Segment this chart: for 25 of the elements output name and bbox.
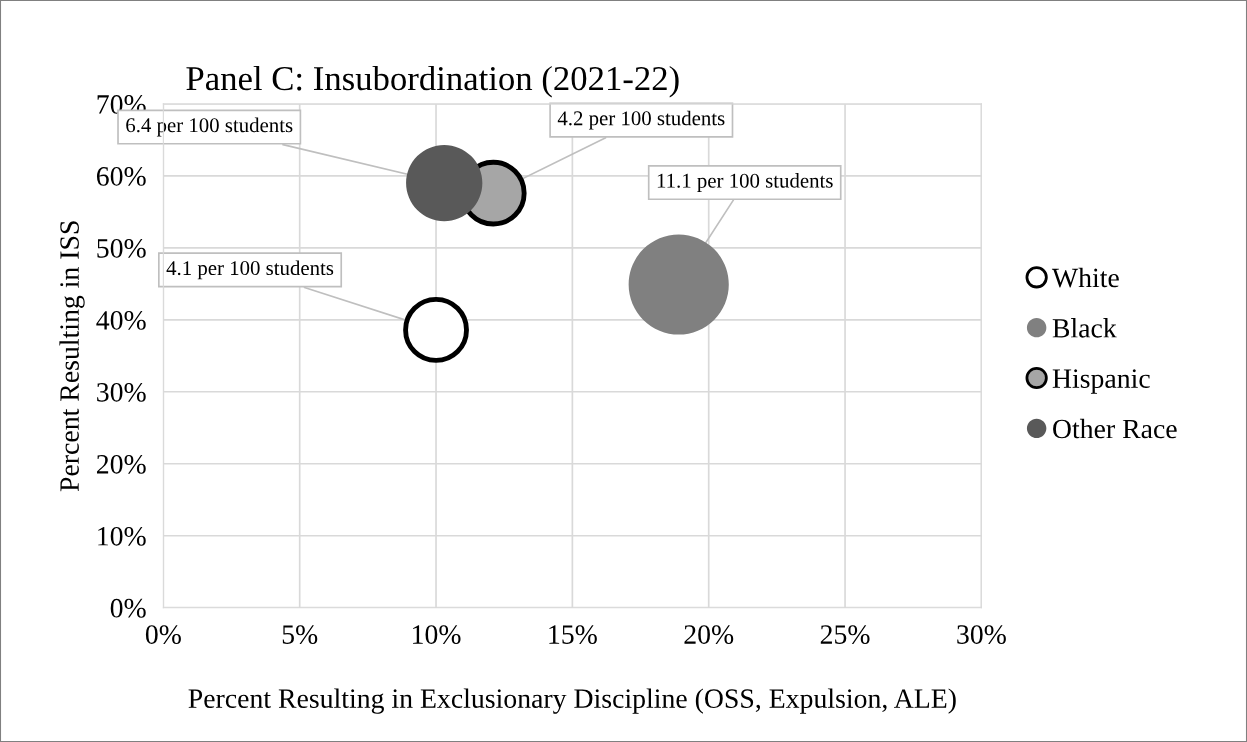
x-tick-label: 30% — [957, 625, 1006, 644]
x-tick-label: 20% — [684, 625, 734, 644]
x-tick-label: 10% — [413, 625, 461, 644]
y-tick-label: 30% — [97, 382, 146, 402]
y-tick-label: 20% — [96, 454, 146, 474]
legend-label: Black — [1052, 318, 1117, 338]
legend-label: Hispanic — [1052, 369, 1150, 394]
annotation: 4.2 per 100 students — [557, 110, 725, 130]
x-tick-label: 0% — [145, 625, 181, 644]
y-tick-label: 10% — [98, 526, 146, 546]
y-axis-title: Percent Resulting in ISS — [59, 221, 85, 492]
annotation: 6.4 per 100 students — [126, 117, 293, 137]
y-tick-label: 50% — [97, 238, 146, 258]
x-axis-title: Percent Resulting in Exclusionary Discipline (OSS, Expulsion, ALE) — [188, 688, 956, 714]
y-tick-label: 60% — [96, 167, 146, 186]
y-tick-label: 0% — [110, 598, 146, 618]
annotation: 4.1 per 100 students — [166, 260, 334, 280]
legend-label: White — [1051, 267, 1119, 288]
chart-title: Panel C: Insubordination (2021-22) — [186, 65, 679, 98]
legend-label: Other Race — [1053, 418, 1177, 439]
x-tick-label: 15% — [549, 625, 597, 644]
x-tick-label: 5% — [282, 625, 318, 644]
annotation: 11.1 per 100 students — [657, 173, 833, 192]
x-tick-label: 25% — [820, 625, 870, 644]
y-tick-label: 40% — [96, 310, 146, 330]
